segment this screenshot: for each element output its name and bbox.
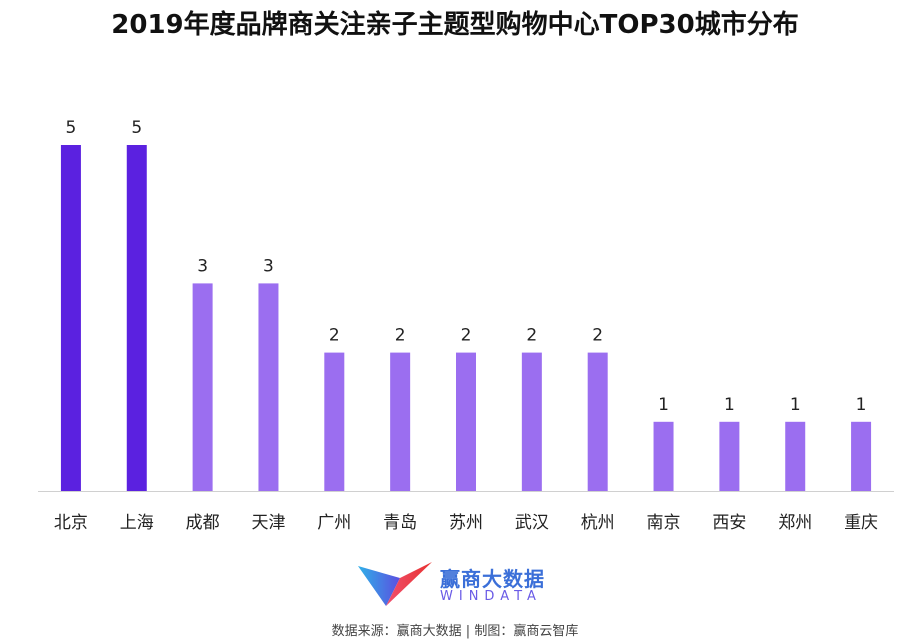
x-tick-label-西安: 西安 <box>712 513 746 533</box>
data-label-广州: 2 <box>329 326 340 346</box>
data-label-天津: 3 <box>263 256 274 276</box>
data-label-杭州: 2 <box>592 326 603 346</box>
bar-青岛 <box>390 352 411 491</box>
x-tick-label-上海: 上海 <box>120 513 154 533</box>
data-label-郑州: 1 <box>790 395 801 415</box>
x-tick-label-南京: 南京 <box>647 513 681 533</box>
data-source-note: 数据来源：赢商大数据 | 制图：赢商云智库 <box>331 624 579 639</box>
logo-name-cn: 赢商大数据 <box>440 567 545 591</box>
bar-郑州 <box>785 421 806 491</box>
data-label-成都: 3 <box>197 256 208 276</box>
bar-北京 <box>60 145 81 491</box>
data-label-武汉: 2 <box>526 326 537 346</box>
data-label-西安: 1 <box>724 395 735 415</box>
x-tick-label-天津: 天津 <box>251 513 285 533</box>
x-tick-label-武汉: 武汉 <box>515 513 549 533</box>
data-label-南京: 1 <box>658 395 669 415</box>
data-label-上海: 5 <box>131 118 142 138</box>
bar-杭州 <box>587 352 608 491</box>
data-label-北京: 5 <box>66 118 77 138</box>
windata-logo-icon <box>358 562 432 606</box>
bar-南京 <box>653 421 674 491</box>
x-tick-label-重庆: 重庆 <box>844 513 878 533</box>
data-label-重庆: 1 <box>856 395 867 415</box>
chart-title: 2019年度品牌商关注亲子主题型购物中心TOP30城市分布 <box>111 10 799 40</box>
bar-广州 <box>324 352 345 491</box>
logo-name-en: WINDATA <box>440 589 542 604</box>
data-label-青岛: 2 <box>395 326 406 346</box>
x-tick-label-郑州: 郑州 <box>778 513 812 533</box>
bar-西安 <box>719 421 740 491</box>
x-tick-label-苏州: 苏州 <box>449 513 483 533</box>
bar-苏州 <box>456 352 476 491</box>
bar-武汉 <box>521 352 542 491</box>
x-tick-label-杭州: 杭州 <box>581 513 615 533</box>
bar-成都 <box>192 283 213 491</box>
x-tick-label-北京: 北京 <box>54 513 88 533</box>
bar-chart: 5 北京 5 上海 3 成都 3 天津 2 广州 2 青岛 2 苏州 2 武汉 2 杭州 1 南京 1 西安 1 郑州 1 重庆 <box>38 118 894 533</box>
data-label-苏州: 2 <box>461 326 472 346</box>
bar-天津 <box>258 283 279 491</box>
bar-上海 <box>126 145 147 491</box>
x-tick-label-广州: 广州 <box>317 513 351 533</box>
bar-重庆 <box>851 421 872 491</box>
x-tick-label-青岛: 青岛 <box>383 513 417 533</box>
x-tick-label-成都: 成都 <box>186 513 220 533</box>
